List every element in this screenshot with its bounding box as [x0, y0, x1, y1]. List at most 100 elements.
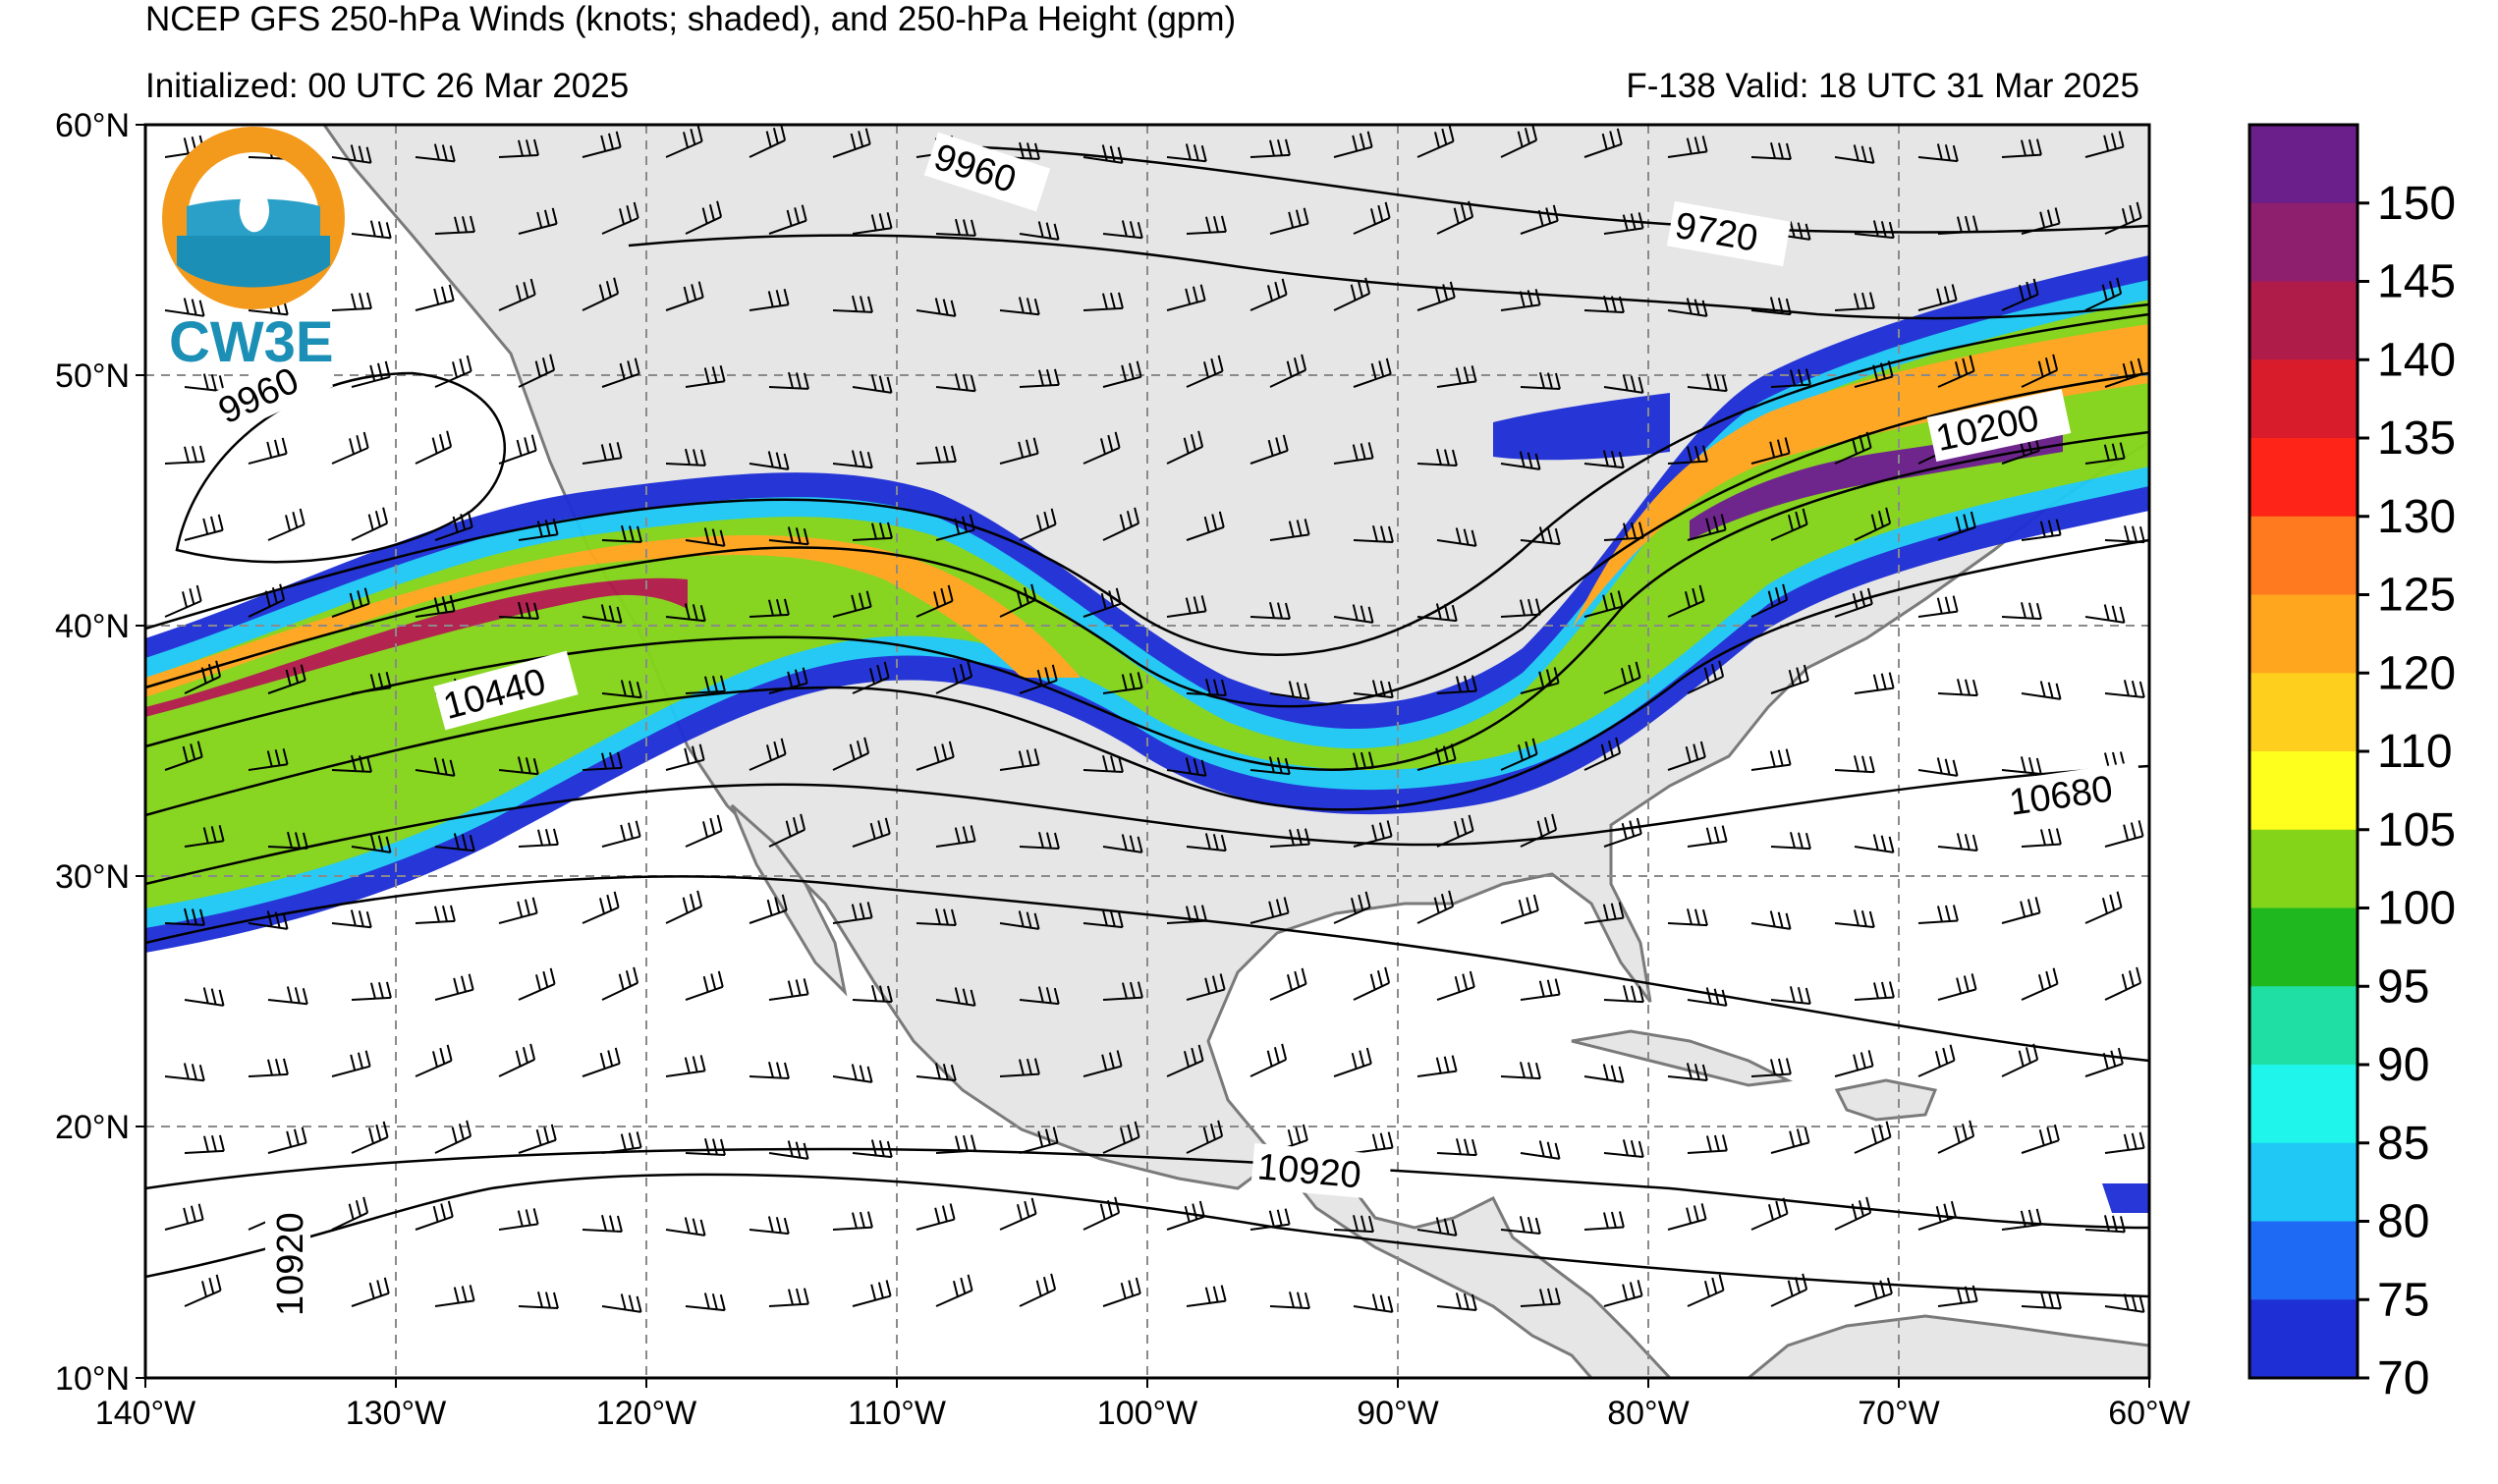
valid-time: F-138 Valid: 18 UTC 31 Mar 2025: [1626, 67, 2139, 105]
wind-barb: [685, 527, 726, 547]
wind-barb: [1102, 1121, 1140, 1154]
wind-barb: [2001, 756, 2042, 776]
wind-barb: [1333, 1047, 1372, 1077]
wind-barb: [916, 1063, 957, 1082]
wind-barb: [1687, 987, 1728, 1007]
wind-barb: [1854, 1277, 1893, 1307]
colorbar-label: 90: [2377, 1039, 2429, 1091]
wind-barb: [1667, 908, 1708, 927]
wind-barb: [1834, 587, 1873, 618]
contour-label-10920-west: 10920: [270, 1212, 311, 1316]
wind-barb: [1917, 757, 1959, 777]
wind-barb: [749, 1061, 790, 1080]
wind-barb: [1249, 1043, 1288, 1077]
wind-barb: [1937, 215, 1978, 235]
wind-barb: [1667, 445, 1708, 465]
wind-barb: [1917, 905, 1959, 924]
wind-barb: [1687, 660, 1725, 694]
wind-barb: [1667, 136, 1708, 158]
wind-barb: [434, 511, 473, 541]
wind-barb: [1166, 905, 1207, 924]
wind-barb: [916, 298, 957, 317]
wind-barb: [415, 284, 455, 311]
wind-barb: [1583, 737, 1622, 771]
wind-barb: [1353, 680, 1394, 699]
colorbar-segment: [2249, 829, 2358, 908]
wind-barb: [267, 1127, 307, 1154]
wind-barb: [768, 526, 809, 546]
wind-barb: [1102, 360, 1142, 388]
colorbar-label: 80: [2377, 1196, 2429, 1248]
colorbar-label: 130: [2377, 491, 2456, 543]
colorbar-segment: [2249, 359, 2358, 439]
wind-barb: [1166, 757, 1207, 777]
wind-barb: [184, 373, 225, 393]
jet-band-140kt: [145, 577, 688, 717]
wind-barb: [1770, 1127, 1810, 1154]
colorbar-segment: [2249, 907, 2358, 987]
wind-barb: [1834, 755, 1875, 774]
colorbar-segment: [2249, 438, 2358, 518]
map-panel: 9960 9720 9960 10200 10440 10680 10920 1…: [145, 125, 2149, 1378]
wind-barb: [1520, 667, 1560, 694]
wind-barb: [415, 757, 456, 777]
wind-barb: [1917, 1044, 1956, 1077]
wind-barb: [1186, 355, 1224, 388]
wind-barb: [1937, 1285, 1978, 1307]
wind-barb: [1102, 672, 1143, 694]
wind-barb: [1416, 125, 1455, 158]
logo-text: CW3E: [169, 310, 334, 374]
wind-barb: [832, 128, 871, 158]
wind-barb: [164, 1203, 204, 1231]
wind-barb: [1416, 743, 1457, 771]
wind-barb: [1667, 741, 1706, 771]
wind-barb: [331, 292, 372, 311]
wind-barb: [2104, 1131, 2145, 1154]
wind-barb: [331, 909, 372, 929]
wind-barb: [601, 966, 639, 1001]
wind-barb: [1770, 1273, 1808, 1307]
wind-barb: [1854, 360, 1894, 388]
wind-barb: [331, 587, 370, 618]
wind-barb: [518, 828, 559, 848]
wind-barb: [1750, 437, 1791, 465]
wind-barb: [1082, 144, 1124, 164]
wind-barb: [1166, 595, 1207, 618]
axis-ticks: [136, 124, 2150, 1388]
wind-barb: [1937, 355, 1975, 388]
wind-barb: [1269, 354, 1307, 388]
wind-barb: [1166, 1044, 1204, 1077]
colorbar-label: 70: [2377, 1352, 2429, 1404]
wind-shading: [145, 255, 2149, 1213]
wind-barb: [498, 434, 537, 465]
wind-barb: [248, 297, 289, 316]
wind-barb: [1770, 986, 1811, 1006]
wind-barb: [1854, 220, 1895, 240]
wind-barb: [1269, 828, 1310, 848]
cuba-island: [1571, 1029, 1794, 1087]
wind-barb: [2104, 525, 2145, 544]
wind-barb: [2104, 357, 2143, 388]
wind-barb: [267, 986, 308, 1006]
wind-barb: [1333, 131, 1373, 158]
wind-barb: [1186, 1285, 1227, 1307]
wind-barb: [434, 1285, 475, 1307]
wind-barb: [1353, 357, 1392, 388]
wind-barb: [1082, 754, 1124, 774]
wind-barb: [1937, 973, 1977, 1001]
wind-barb: [1019, 508, 1057, 541]
wind-barb: [331, 1050, 371, 1077]
central-america-landmass: [1273, 1157, 1673, 1378]
wind-barb: [1854, 672, 1895, 694]
wind-barb: [935, 1134, 976, 1154]
wind-barb: [2104, 1293, 2145, 1313]
wind-barb: [1353, 820, 1393, 848]
wind-barb: [1520, 813, 1558, 848]
wind-barb: [1667, 298, 1708, 317]
wind-barb: [2084, 891, 2123, 924]
wind-barb: [665, 743, 705, 771]
logo-ring: [162, 127, 345, 309]
colorbar-label: 135: [2377, 412, 2456, 465]
wind-barb: [749, 288, 790, 311]
wind-barb: [2104, 201, 2142, 235]
